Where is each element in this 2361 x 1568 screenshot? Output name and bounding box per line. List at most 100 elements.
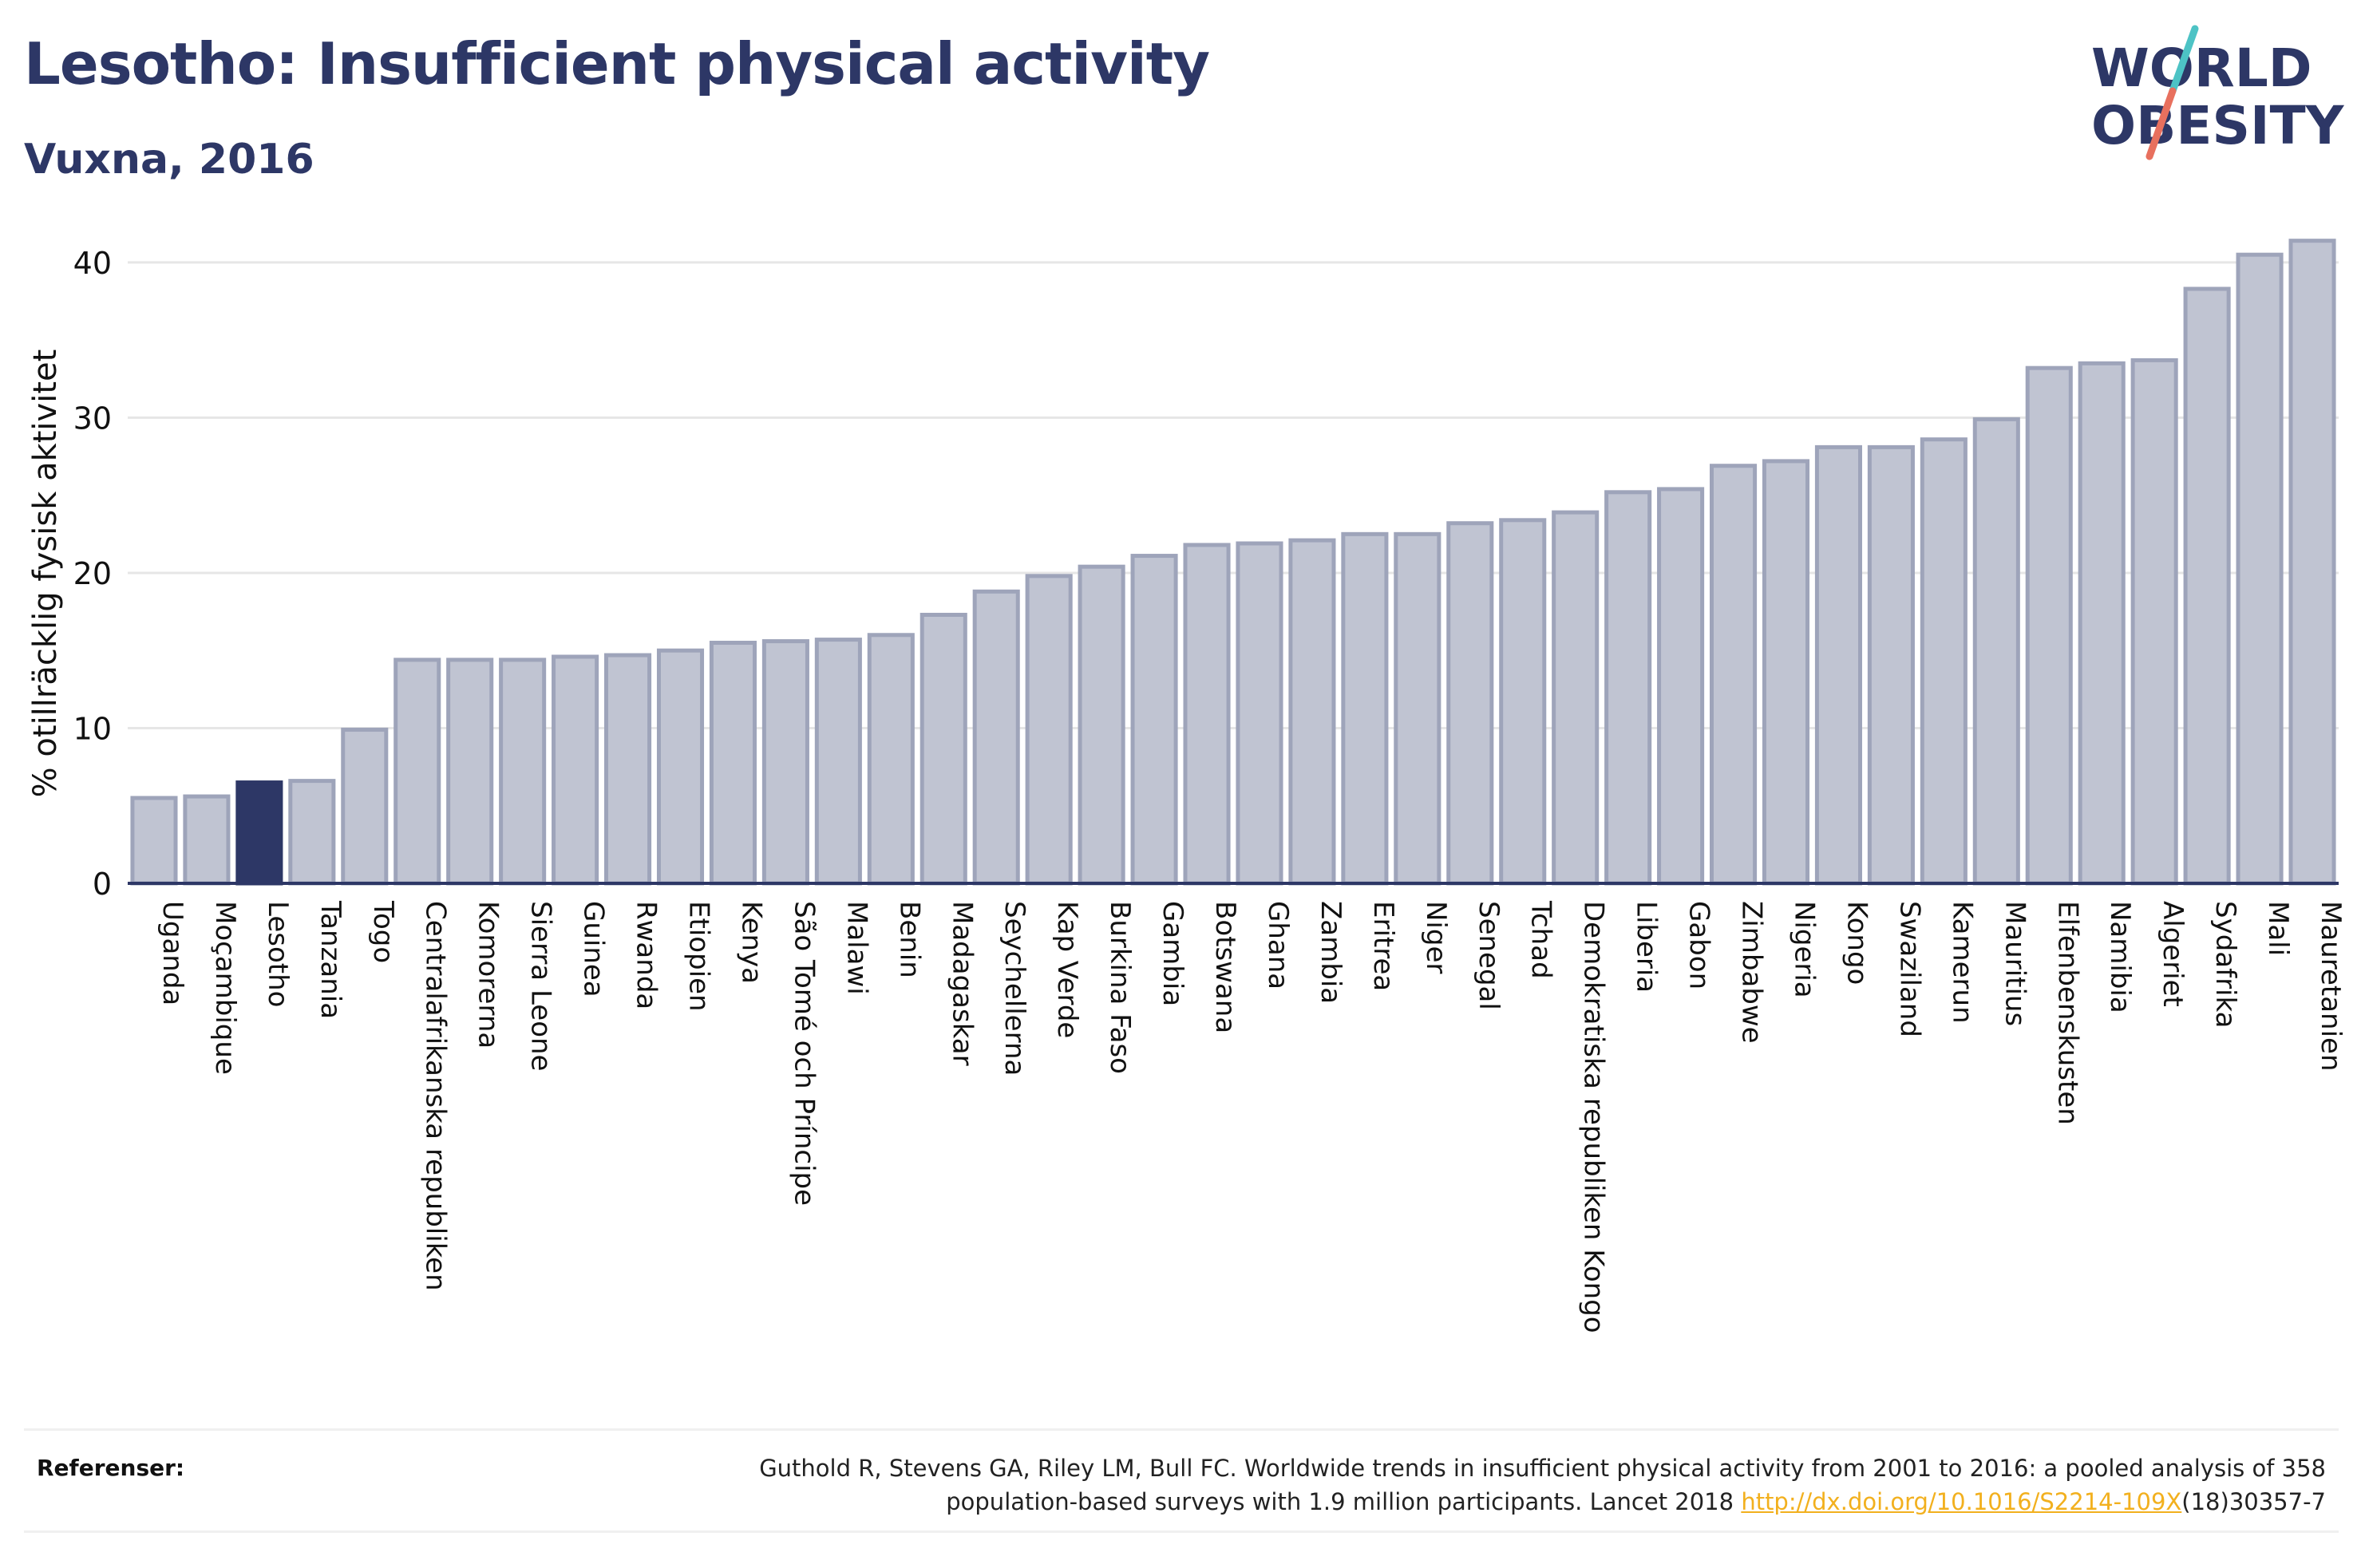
world-obesity-logo: WORLD OBESITY [2091,25,2345,160]
x-tick-label: Etiopien [683,901,715,1012]
bar-demokratiska-republiken-kongo [1552,510,1600,886]
reference-line1: Guthold R, Stevens GA, Riley LM, Bull FC… [759,1455,2326,1482]
y-tick-label: 20 [73,556,112,591]
bar-kenya [709,640,757,886]
x-tick-label: Kongo [1841,901,1873,985]
gridlines [128,261,2339,729]
x-tick-label: Mauretanien [2315,901,2347,1072]
bar-lesotho [235,780,283,886]
bar-seychellerna [972,589,1020,886]
logo-slash-bottom [2145,87,2177,160]
bar-botswana [1183,543,1231,886]
bar-chart: 0 10 20 30 40 Uganda Moçambique Lesotho Tanzani… [27,239,2347,1333]
x-tick-label: Madagaskar [946,901,978,1066]
x-tick-label: Mauritius [1999,901,2031,1026]
x-tick-label: Sierra Leone [525,901,557,1071]
x-tick-label: Swaziland [1893,901,1925,1037]
bar-sierra-leone [499,658,547,886]
bar-liberia [1604,490,1652,886]
x-tick-label: Centralafrikanska republiken [420,901,452,1291]
x-tick-label: Komorerna [473,901,504,1049]
bar-benin [867,633,915,886]
chart-title: Lesotho: Insufficient physical activity [24,30,1210,97]
bar-niger [1394,531,1442,886]
x-tick-label: Guinea [578,901,610,997]
bar-guinea [552,654,599,886]
bar-zimbabwe [1710,464,1758,886]
x-tick-label: Liberia [1631,901,1663,993]
x-tick-label: Elfenbenskusten [2051,901,2083,1125]
y-tick-label: 10 [73,711,112,746]
bar-s-o-tom-och-pr-ncipe [761,639,809,886]
y-tick-label: 0 [93,867,112,902]
x-tick-label: Kap Verde [1051,901,1083,1038]
x-tick-label: Demokratiska republiken Kongo [1578,901,1610,1333]
references-label: Referenser: [37,1455,185,1481]
reference-line2-prefix: population-based surveys with 1.9 millio… [946,1488,1742,1515]
bar-centralafrikanska-republiken [394,658,441,886]
bar-ghana [1236,541,1283,886]
x-tick-label: São Tomé och Príncipe [788,901,820,1206]
bar-komorerna [446,658,494,886]
y-tick-label: 40 [73,246,112,281]
x-tick-label: Namibia [2104,901,2136,1013]
x-tick-label: Mali [2262,901,2294,956]
x-tick-label: Gambia [1157,901,1188,1006]
x-tick-label: Gabon [1683,901,1715,989]
x-tick-label: Tchad [1525,900,1557,979]
logo-line1: WORLD [2091,38,2312,99]
bar-eritrea [1341,531,1389,886]
x-tick-label: Eritrea [1367,901,1399,991]
y-axis-ticks: 0 10 20 30 40 [73,246,112,902]
x-tick-label: Ghana [1262,901,1294,989]
x-tick-label: Nigeria [1789,901,1821,998]
x-tick-label: Malawi [840,901,872,995]
x-tick-label: Kenya [735,901,767,984]
bar-sydafrika [2183,286,2231,886]
x-tick-label: Niger [1420,901,1452,974]
x-tick-label: Sydafrika [2209,901,2241,1028]
x-tick-label: Kamerun [1946,901,1978,1024]
x-tick-label: Togo [367,900,399,963]
bar-uganda [130,796,178,886]
bar-kongo [1814,444,1862,886]
bar-tanzania [288,779,336,886]
y-tick-label: 30 [73,401,112,436]
logo-slash-top [2169,25,2199,95]
chart-subtitle: Vuxna, 2016 [24,136,314,184]
bar-mo-ambique [183,794,231,886]
bar-mauretanien [2288,239,2336,886]
bar-burkina-faso [1078,564,1125,886]
x-tick-label: Benin [893,901,925,978]
x-tick-label: Lesotho [262,901,294,1007]
bar-etiopien [656,648,705,886]
bar-elfenbenskusten [2025,365,2073,886]
bar-nigeria [1762,459,1810,886]
x-tick-label: Burkina Faso [1104,901,1136,1074]
x-tick-label: Uganda [156,901,188,1005]
x-axis-ticks: Uganda Moçambique Lesotho Tanzania Togo Centr… [156,900,2347,1333]
x-tick-label: Botswana [1209,901,1241,1033]
bar-mali [2236,252,2284,886]
bar-malawi [814,638,862,886]
bar-mauritius [1972,417,2020,886]
x-tick-label: Zimbabwe [1736,901,1768,1044]
y-axis-label: % otillräcklig fysisk aktivitet [27,350,64,798]
bar-gambia [1130,554,1178,886]
reference-doi-link[interactable]: http://dx.doi.org/10.1016/S2214-109X [1741,1488,2182,1515]
bar-madagaskar [919,612,967,886]
x-tick-label: Rwanda [631,901,662,1009]
x-tick-label: Senegal [1473,901,1505,1010]
bar-rwanda [604,653,652,886]
logo-line2: OBESITY [2091,95,2345,156]
reference-line2-suffix: (18)30357-7 [2181,1488,2326,1515]
x-tick-label: Zambia [1315,901,1347,1004]
x-tick-label: Tanzania [314,900,346,1019]
bar-togo [341,727,389,886]
bar-kamerun [1920,437,1968,886]
bar-namibia [2078,361,2126,886]
bar-kap-verde [1025,574,1073,886]
references-panel: Referenser: Guthold R, Stevens GA, Riley… [24,1428,2339,1533]
bar-tchad [1499,518,1547,886]
bar-algeriet [2130,357,2178,886]
